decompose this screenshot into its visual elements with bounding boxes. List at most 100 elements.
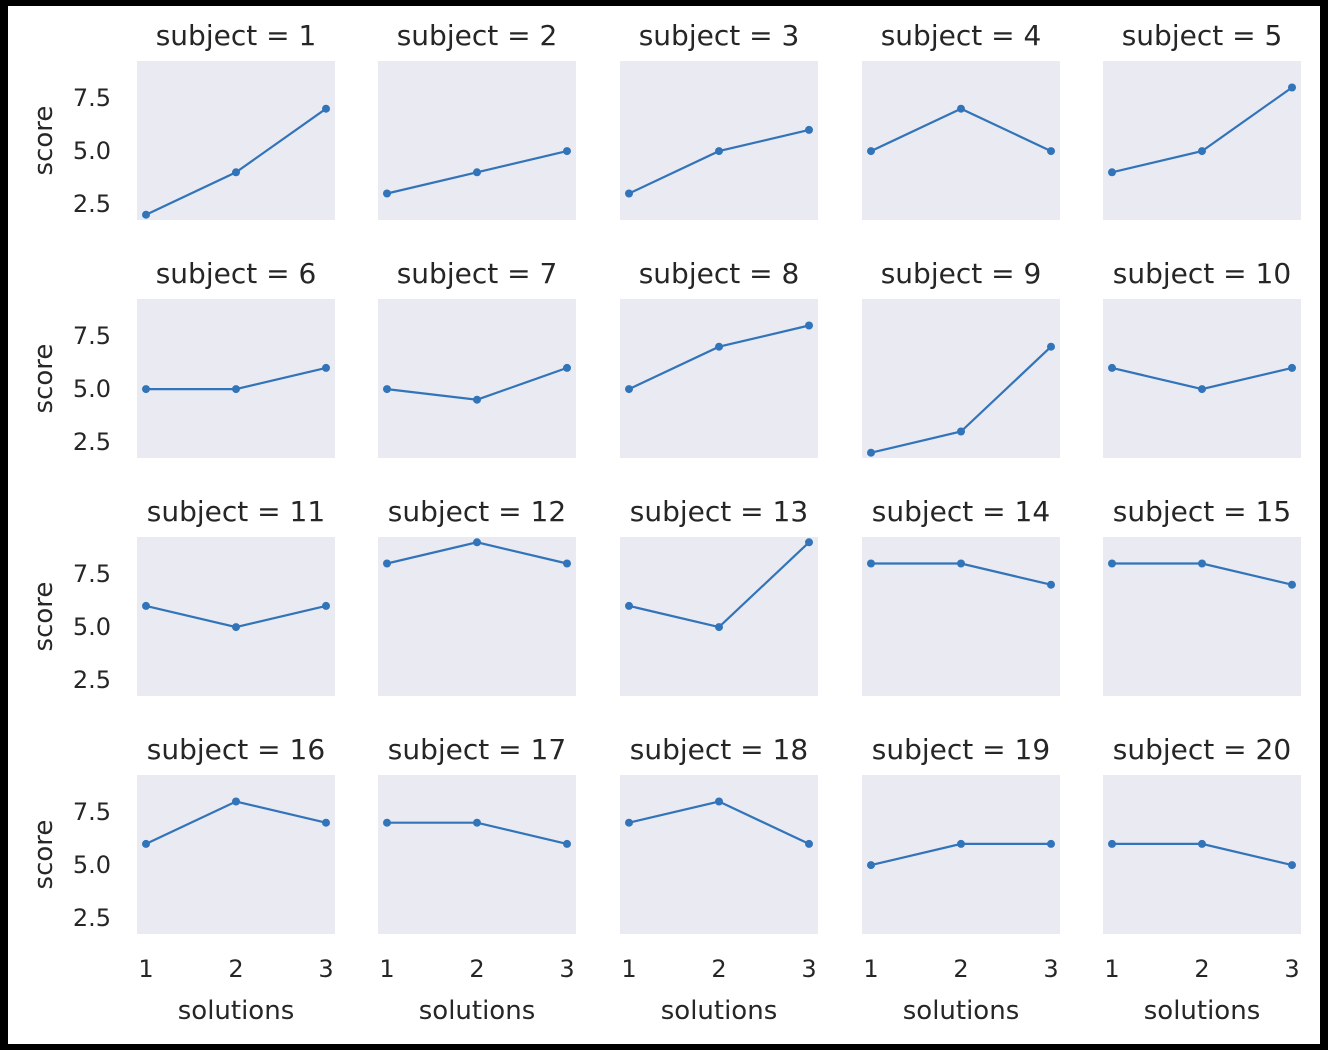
subplot-title: subject = 4 — [881, 19, 1042, 52]
data-point-3 — [322, 104, 330, 113]
data-point-3 — [1047, 147, 1055, 156]
data-point-2 — [957, 559, 965, 568]
data-point-3 — [1288, 363, 1296, 372]
subplot-4: subject = 4 — [862, 19, 1060, 220]
subplot-title: subject = 19 — [872, 733, 1050, 766]
x-axis-label: solutions — [419, 996, 536, 1026]
y-tick-label: 2.5 — [73, 190, 111, 218]
data-point-2 — [473, 818, 481, 827]
x-tick-label: 3 — [1284, 955, 1299, 983]
data-point-2 — [1198, 147, 1206, 156]
subplot-title: subject = 9 — [881, 257, 1042, 290]
y-tick-label: 7.5 — [73, 84, 111, 112]
x-tick-label: 3 — [1043, 955, 1058, 983]
data-point-1 — [142, 839, 150, 848]
data-point-2 — [1198, 559, 1206, 568]
data-point-3 — [563, 559, 571, 568]
data-point-1 — [1108, 559, 1116, 568]
y-tick-label: 5.0 — [73, 851, 111, 879]
subplot-title: subject = 8 — [639, 257, 800, 290]
subplot-13: subject = 13 — [620, 495, 818, 696]
data-point-1 — [383, 189, 391, 198]
data-point-3 — [563, 363, 571, 372]
data-point-3 — [1288, 861, 1296, 870]
subplot-title: subject = 12 — [388, 495, 566, 528]
data-point-2 — [957, 839, 965, 848]
subplot-background — [862, 775, 1060, 934]
data-point-1 — [867, 861, 875, 870]
x-tick-label: 1 — [863, 955, 878, 983]
subplot-12: subject = 12 — [378, 495, 576, 696]
subplot-background — [1103, 299, 1301, 458]
subplot-8: subject = 8 — [620, 257, 818, 458]
x-tick-label: 3 — [559, 955, 574, 983]
data-point-2 — [715, 147, 723, 156]
subplot-9: subject = 9 — [862, 257, 1060, 458]
data-point-1 — [383, 385, 391, 394]
y-axis-label: score — [29, 344, 59, 414]
data-point-2 — [957, 427, 965, 436]
data-point-1 — [383, 559, 391, 568]
subplot-6: subject = 6 2.5 5.0 7.5 score — [29, 257, 335, 458]
subplot-title: subject = 20 — [1113, 733, 1291, 766]
y-tick-label: 7.5 — [73, 322, 111, 350]
data-point-1 — [625, 385, 633, 394]
data-point-2 — [473, 168, 481, 177]
subplot-7: subject = 7 — [378, 257, 576, 458]
subplot-title: subject = 14 — [872, 495, 1050, 528]
subplot-title: subject = 2 — [397, 19, 558, 52]
panels-group: subject = 1 2.5 5.0 7.5 score subject = 2 subj… — [29, 19, 1301, 1026]
data-point-2 — [957, 104, 965, 113]
subplot-title: subject = 15 — [1113, 495, 1291, 528]
data-point-3 — [563, 839, 571, 848]
data-point-3 — [1047, 839, 1055, 848]
data-point-2 — [232, 385, 240, 394]
x-tick-label: 2 — [228, 955, 243, 983]
y-tick-label: 5.0 — [73, 375, 111, 403]
subplot-title: subject = 18 — [630, 733, 808, 766]
y-tick-label: 2.5 — [73, 904, 111, 932]
x-tick-label: 1 — [379, 955, 394, 983]
subplot-title: subject = 16 — [147, 733, 325, 766]
data-point-3 — [563, 147, 571, 156]
data-point-2 — [232, 623, 240, 632]
data-point-2 — [232, 168, 240, 177]
subplot-title: subject = 7 — [397, 257, 558, 290]
data-point-1 — [142, 601, 150, 610]
data-point-1 — [867, 448, 875, 457]
data-point-3 — [322, 601, 330, 610]
x-tick-label: 2 — [469, 955, 484, 983]
data-point-3 — [805, 125, 813, 134]
data-point-1 — [867, 559, 875, 568]
subplot-5: subject = 5 — [1103, 19, 1301, 220]
data-point-2 — [715, 797, 723, 806]
data-point-1 — [625, 189, 633, 198]
data-point-3 — [322, 363, 330, 372]
subplot-background — [378, 537, 576, 696]
subplot-background — [378, 775, 576, 934]
subplot-title: subject = 17 — [388, 733, 566, 766]
y-tick-label: 7.5 — [73, 798, 111, 826]
subplot-title: subject = 13 — [630, 495, 808, 528]
subplot-19: subject = 19 1 2 3 solutions — [862, 733, 1060, 1026]
data-point-3 — [805, 538, 813, 547]
subplot-background — [378, 299, 576, 458]
data-point-3 — [322, 818, 330, 827]
x-tick-label: 1 — [1104, 955, 1119, 983]
x-tick-label: 2 — [953, 955, 968, 983]
y-axis-label: score — [29, 820, 59, 890]
x-tick-label: 3 — [318, 955, 333, 983]
subplot-20: subject = 20 1 2 3 solutions — [1103, 733, 1301, 1026]
x-axis-label: solutions — [178, 996, 295, 1026]
x-axis-label: solutions — [1144, 996, 1261, 1026]
data-point-3 — [1047, 342, 1055, 351]
subplot-title: subject = 11 — [147, 495, 325, 528]
data-point-1 — [1108, 839, 1116, 848]
subplot-11: subject = 11 2.5 5.0 7.5 score — [29, 495, 335, 696]
data-point-2 — [232, 797, 240, 806]
y-axis-label: score — [29, 106, 59, 176]
subplot-15: subject = 15 — [1103, 495, 1301, 696]
data-point-2 — [473, 395, 481, 404]
subplot-14: subject = 14 — [862, 495, 1060, 696]
